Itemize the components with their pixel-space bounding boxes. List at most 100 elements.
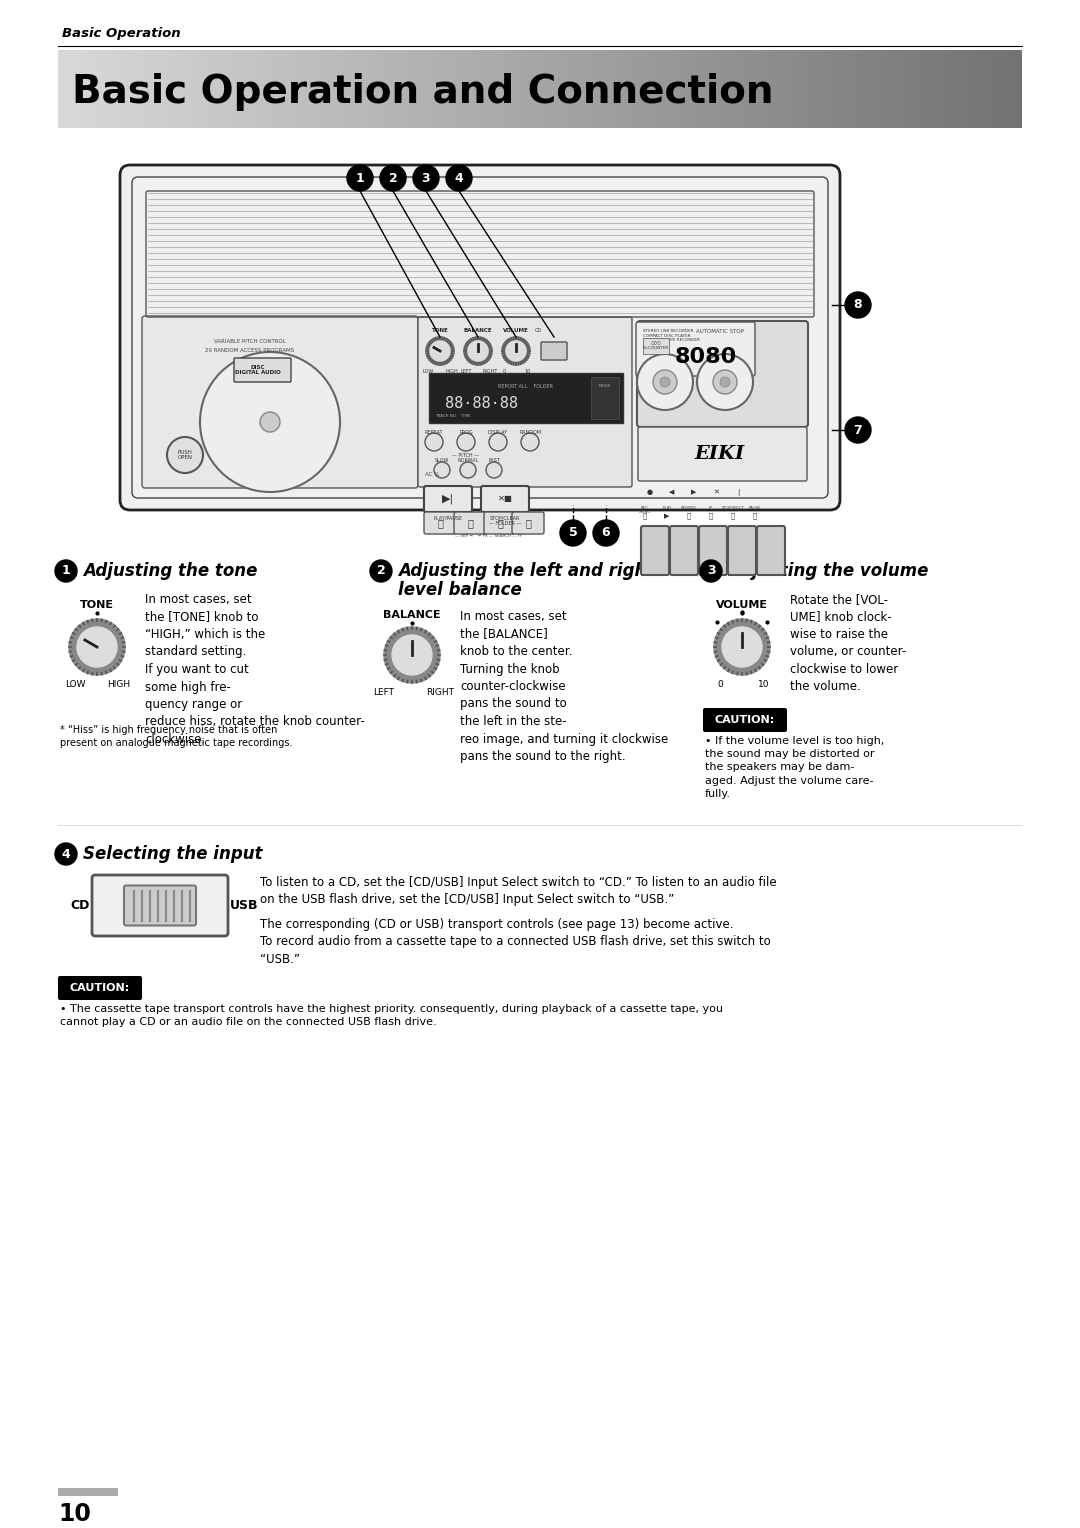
FancyBboxPatch shape xyxy=(643,338,669,354)
Text: VOLUME: VOLUME xyxy=(503,329,529,333)
Text: REPEAT: REPEAT xyxy=(424,429,443,434)
Text: HIGH: HIGH xyxy=(446,368,458,374)
Text: CAUTION:: CAUTION: xyxy=(70,983,130,993)
Text: HIGH: HIGH xyxy=(107,680,131,689)
Circle shape xyxy=(426,432,443,451)
Text: LEFT: LEFT xyxy=(374,688,394,697)
Text: RIGHT: RIGHT xyxy=(426,688,454,697)
Circle shape xyxy=(460,461,476,478)
Text: REPORT ALL    FOLDER: REPORT ALL FOLDER xyxy=(499,384,554,388)
Text: TONE: TONE xyxy=(80,601,114,610)
Text: CAUTION:: CAUTION: xyxy=(715,715,775,724)
Text: ⏭: ⏭ xyxy=(467,518,473,529)
FancyBboxPatch shape xyxy=(642,526,669,575)
Circle shape xyxy=(200,351,340,492)
Text: In most cases, set
the [BALANCE]
knob to the center.
Turning the knob
counter-cl: In most cases, set the [BALANCE] knob to… xyxy=(460,610,669,762)
Circle shape xyxy=(55,843,77,865)
FancyBboxPatch shape xyxy=(418,316,632,487)
Text: VARIABLE PITCH CONTROL: VARIABLE PITCH CONTROL xyxy=(214,339,286,344)
Text: ◀: ◀ xyxy=(670,489,675,495)
Circle shape xyxy=(457,432,475,451)
Text: BALANCE: BALANCE xyxy=(383,610,441,620)
Text: REC
MONO: REC MONO xyxy=(638,506,651,515)
Text: ⏮: ⏮ xyxy=(437,518,443,529)
Circle shape xyxy=(561,520,586,545)
Circle shape xyxy=(260,413,280,432)
Text: ✕: ✕ xyxy=(713,489,719,495)
Text: Basic Operation: Basic Operation xyxy=(62,28,180,41)
Circle shape xyxy=(845,417,870,443)
Text: PAUSE: PAUSE xyxy=(748,506,761,510)
Circle shape xyxy=(700,559,723,582)
Polygon shape xyxy=(502,338,530,365)
Text: PROG: PROG xyxy=(459,429,473,434)
Text: 8: 8 xyxy=(853,298,862,312)
Circle shape xyxy=(486,461,502,478)
Text: VOLUME: VOLUME xyxy=(716,601,768,610)
Text: 2: 2 xyxy=(377,564,386,578)
Text: The corresponding (CD or USB) transport controls (see page 13) become active.
To: The corresponding (CD or USB) transport … xyxy=(260,918,771,966)
Text: REWIND: REWIND xyxy=(681,506,697,510)
Text: 10: 10 xyxy=(758,680,770,689)
Text: ⏭: ⏭ xyxy=(708,513,713,520)
Text: Adjusting the left and right: Adjusting the left and right xyxy=(399,562,654,581)
FancyBboxPatch shape xyxy=(703,707,787,732)
Circle shape xyxy=(468,341,488,361)
Text: 20 RANDOM ACCESS PROGRAMS: 20 RANDOM ACCESS PROGRAMS xyxy=(205,348,295,353)
Text: DISC
DIGITAL AUDIO: DISC DIGITAL AUDIO xyxy=(235,365,281,376)
FancyBboxPatch shape xyxy=(234,358,291,382)
Text: AUTOMATIC STOP: AUTOMATIC STOP xyxy=(697,329,744,335)
Text: Adjusting the tone: Adjusting the tone xyxy=(83,562,257,581)
Text: RANDOM: RANDOM xyxy=(519,429,541,434)
Text: 1: 1 xyxy=(62,564,70,578)
FancyBboxPatch shape xyxy=(424,486,472,512)
Text: • If the volume level is too high,
the sound may be distorted or
the speakers ma: • If the volume level is too high, the s… xyxy=(705,736,885,799)
Text: Adjusting the volume: Adjusting the volume xyxy=(728,562,929,581)
Circle shape xyxy=(713,370,737,394)
FancyBboxPatch shape xyxy=(424,512,456,533)
Text: EIKI: EIKI xyxy=(694,445,745,463)
Circle shape xyxy=(720,377,730,387)
Text: PLAY/PAUSE: PLAY/PAUSE xyxy=(433,516,462,521)
Polygon shape xyxy=(464,338,492,365)
Text: |: | xyxy=(737,489,739,495)
Text: Rotate the [VOL-
UME] knob clock-
wise to raise the
volume, or counter-
clockwis: Rotate the [VOL- UME] knob clock- wise t… xyxy=(789,593,906,694)
Text: ⏩: ⏩ xyxy=(525,518,531,529)
FancyBboxPatch shape xyxy=(728,526,756,575)
Polygon shape xyxy=(426,338,454,365)
Circle shape xyxy=(434,461,450,478)
Text: FF: FF xyxy=(708,506,713,510)
Text: ⏪: ⏪ xyxy=(497,518,503,529)
FancyBboxPatch shape xyxy=(141,316,418,487)
Circle shape xyxy=(593,520,619,545)
Circle shape xyxy=(723,626,762,668)
Text: 7: 7 xyxy=(853,423,862,437)
Circle shape xyxy=(380,165,406,191)
Text: ▶: ▶ xyxy=(664,513,670,520)
FancyBboxPatch shape xyxy=(454,512,486,533)
Text: ○○○
2×COUNTER: ○○○ 2×COUNTER xyxy=(643,342,670,350)
Circle shape xyxy=(430,341,450,361)
FancyBboxPatch shape xyxy=(591,377,619,419)
FancyBboxPatch shape xyxy=(92,876,228,937)
Circle shape xyxy=(370,559,392,582)
Text: — PITCH —: — PITCH — xyxy=(451,452,478,458)
Text: 0: 0 xyxy=(717,680,723,689)
Polygon shape xyxy=(384,626,440,683)
Text: 10: 10 xyxy=(58,1502,91,1526)
Circle shape xyxy=(521,432,539,451)
Text: — SKP →    ← FR — SEARCH — FF: — SKP → ← FR — SEARCH — FF xyxy=(455,533,523,538)
Text: • The cassette tape transport controls have the highest priority. consequently, : • The cassette tape transport controls h… xyxy=(60,1004,723,1027)
Text: ⏮: ⏮ xyxy=(687,513,691,520)
Circle shape xyxy=(697,354,753,410)
Text: TRACK NO.   TIME: TRACK NO. TIME xyxy=(435,414,471,419)
Circle shape xyxy=(653,370,677,394)
Circle shape xyxy=(167,437,203,474)
Text: 6: 6 xyxy=(602,527,610,539)
Text: ⏺: ⏺ xyxy=(643,513,647,520)
Text: STEREO USB RECORDER
COMPACT DISC PLAYER
CASSETTE TAPE RECORDER: STEREO USB RECORDER COMPACT DISC PLAYER … xyxy=(643,329,700,342)
Text: ⏹: ⏹ xyxy=(731,513,735,520)
FancyBboxPatch shape xyxy=(637,321,808,426)
Text: TONE: TONE xyxy=(432,329,448,333)
Circle shape xyxy=(392,636,432,675)
